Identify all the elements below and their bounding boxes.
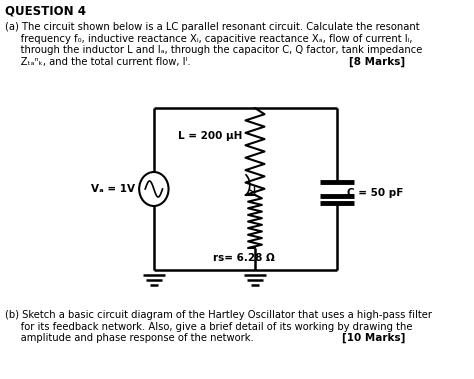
Text: [10 Marks]: [10 Marks]: [342, 333, 405, 343]
Text: frequency f₀, inductive reactance Xₗ, capacitive reactance Xₐ, flow of current I: frequency f₀, inductive reactance Xₗ, ca…: [5, 33, 413, 44]
Text: (a) The circuit shown below is a LC parallel resonant circuit. Calculate the res: (a) The circuit shown below is a LC para…: [5, 22, 420, 32]
Text: for its feedback network. Also, give a brief detail of its working by drawing th: for its feedback network. Also, give a b…: [5, 321, 413, 332]
Text: rs= 6.28 Ω: rs= 6.28 Ω: [213, 253, 275, 263]
Text: through the inductor L and Iₐ, through the capacitor C, Q factor, tank impedance: through the inductor L and Iₐ, through t…: [5, 45, 422, 55]
Text: Zₜₐⁿₖ, and the total current flow, Iᴵ.: Zₜₐⁿₖ, and the total current flow, Iᴵ.: [5, 56, 191, 66]
Text: L = 200 μH: L = 200 μH: [178, 131, 242, 141]
Text: amplitude and phase response of the network.: amplitude and phase response of the netw…: [5, 333, 254, 343]
Text: C = 50 pF: C = 50 pF: [347, 188, 404, 198]
Text: [8 Marks]: [8 Marks]: [349, 56, 405, 67]
Text: QUESTION 4: QUESTION 4: [5, 5, 86, 18]
Text: Vₐ = 1V: Vₐ = 1V: [91, 184, 135, 194]
Text: (b) Sketch a basic circuit diagram of the Hartley Oscillator that uses a high-pa: (b) Sketch a basic circuit diagram of th…: [5, 310, 432, 320]
